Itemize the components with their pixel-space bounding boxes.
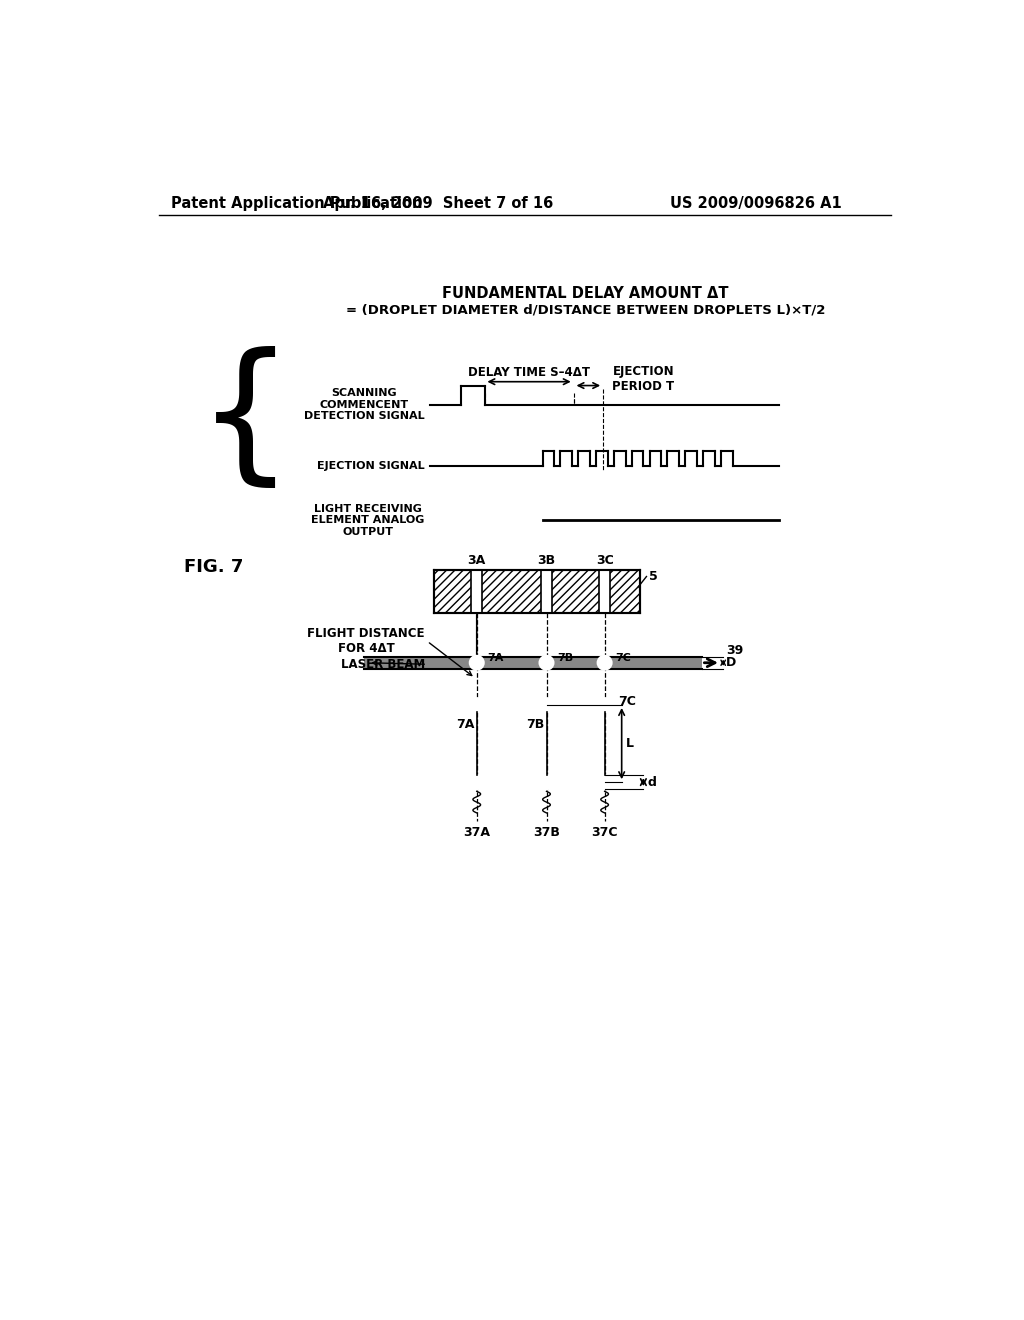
Text: EJECTION SIGNAL: EJECTION SIGNAL [317, 462, 425, 471]
Text: FUNDAMENTAL DELAY AMOUNT ΔT: FUNDAMENTAL DELAY AMOUNT ΔT [442, 285, 728, 301]
Text: L: L [626, 737, 634, 750]
Text: 7C: 7C [618, 694, 637, 708]
Text: 39: 39 [726, 644, 743, 657]
Text: Apr. 16, 2009  Sheet 7 of 16: Apr. 16, 2009 Sheet 7 of 16 [323, 195, 553, 211]
Text: 7B: 7B [526, 718, 544, 731]
Circle shape [598, 775, 611, 789]
Text: LASER BEAM: LASER BEAM [341, 657, 425, 671]
Bar [541, 570, 552, 614]
Text: 37C: 37C [592, 825, 617, 838]
Circle shape [470, 656, 483, 669]
Bar [471, 570, 482, 614]
Text: 3B: 3B [538, 554, 556, 566]
Circle shape [540, 775, 554, 789]
Bar [434, 570, 640, 612]
Circle shape [470, 698, 483, 711]
Text: 37B: 37B [534, 825, 560, 838]
Text: 7A: 7A [456, 718, 474, 731]
Text: EJECTION
PERIOD T: EJECTION PERIOD T [612, 366, 675, 393]
Text: 7B: 7B [557, 653, 573, 663]
Text: Patent Application Publication: Patent Application Publication [171, 195, 422, 211]
Text: SCANNING
COMMENCENT
DETECTION SIGNAL: SCANNING COMMENCENT DETECTION SIGNAL [304, 388, 425, 421]
Text: LIGHT RECEIVING
ELEMENT ANALOG
OUTPUT: LIGHT RECEIVING ELEMENT ANALOG OUTPUT [311, 504, 425, 537]
Text: 3C: 3C [596, 554, 613, 566]
Text: {: { [198, 346, 294, 495]
Bar [599, 570, 610, 614]
Text: 3A: 3A [468, 554, 485, 566]
Text: 7A: 7A [487, 653, 504, 663]
Circle shape [540, 698, 554, 711]
Text: d: d [647, 776, 656, 788]
Circle shape [470, 775, 483, 789]
Bar [365, 656, 701, 669]
Text: US 2009/0096826 A1: US 2009/0096826 A1 [671, 195, 843, 211]
Text: 7C: 7C [615, 653, 632, 663]
Text: D: D [726, 656, 736, 669]
Circle shape [598, 698, 611, 711]
Text: FLIGHT DISTANCE
FOR 4ΔT: FLIGHT DISTANCE FOR 4ΔT [307, 627, 425, 655]
Circle shape [540, 656, 554, 669]
Text: 37A: 37A [463, 825, 490, 838]
Text: 5: 5 [649, 570, 657, 583]
Text: DELAY TIME S–4ΔT: DELAY TIME S–4ΔT [468, 366, 590, 379]
Circle shape [598, 656, 611, 669]
Text: FIG. 7: FIG. 7 [183, 557, 243, 576]
Text: = (DROPLET DIAMETER d/DISTANCE BETWEEN DROPLETS L)×T/2: = (DROPLET DIAMETER d/DISTANCE BETWEEN D… [345, 304, 825, 317]
